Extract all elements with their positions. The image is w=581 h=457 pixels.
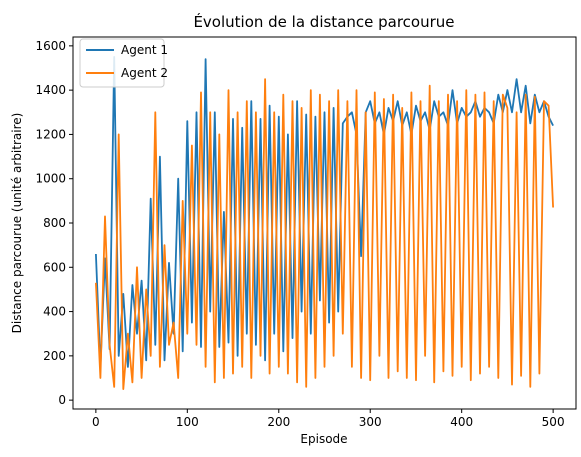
y-tick-label: 1400: [35, 83, 66, 97]
series-line-agent-2: [95, 78, 554, 391]
x-tick-label: 500: [542, 415, 565, 429]
y-axis-label: Distance parcourue (unité arbitraire): [10, 113, 24, 334]
y-tick-label: 1600: [35, 39, 66, 53]
y-tick-label: 200: [43, 349, 66, 363]
legend: Agent 1 Agent 2: [79, 38, 168, 88]
series-line-agent-1: [95, 56, 554, 368]
y-tick-label: 800: [43, 216, 66, 230]
series-layer: [95, 56, 554, 391]
axis-ticks: 0 100 200 300 400 500 0 200 400 600 800 1000 1200 140…: [35, 39, 564, 429]
x-tick-label: 400: [450, 415, 473, 429]
y-tick-label: 400: [43, 305, 66, 319]
legend-label-agent-2: Agent 2: [121, 66, 168, 80]
x-tick-label: 300: [359, 415, 382, 429]
y-tick-label: 0: [58, 393, 66, 407]
legend-label-agent-1: Agent 1: [121, 43, 168, 57]
x-tick-label: 100: [176, 415, 199, 429]
x-axis-label: Episode: [300, 432, 347, 446]
y-tick-label: 600: [43, 260, 66, 274]
y-tick-label: 1000: [35, 172, 66, 186]
x-tick-label: 200: [267, 415, 290, 429]
x-tick-label: 0: [92, 415, 100, 429]
y-tick-label: 1200: [35, 127, 66, 141]
chart-title: Évolution de la distance parcourue: [193, 12, 454, 31]
